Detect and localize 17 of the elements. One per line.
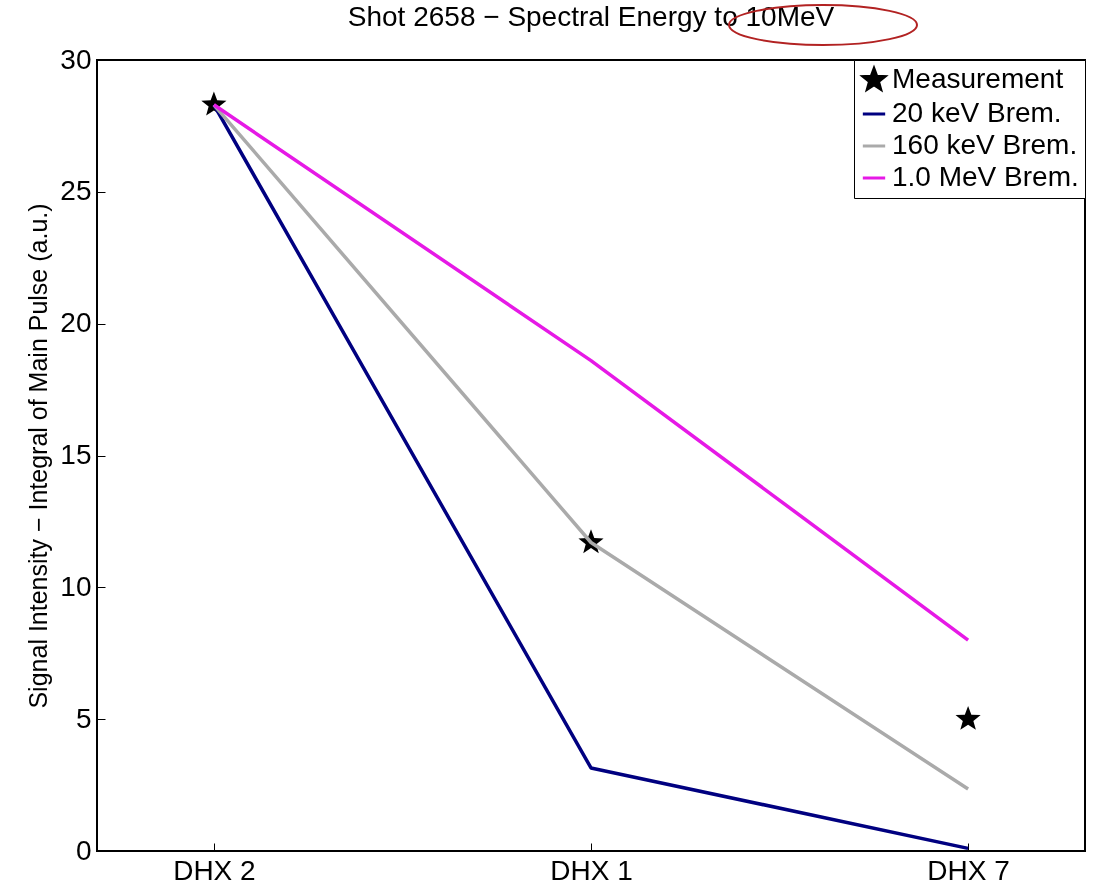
x-tick-label: DHX 2 (173, 854, 256, 886)
x-tick-label: DHX 7 (927, 854, 1010, 886)
y-tick-label: 5 (75, 702, 92, 734)
y-tick-label: 25 (60, 175, 92, 207)
y-tick-label: 0 (75, 834, 92, 866)
y-tick-label: 30 (60, 43, 92, 75)
point (955, 705, 981, 730)
y-axis-title: Signal Intensity − Integral of Main Pulse (a.u.) (24, 203, 53, 709)
chart-title: Shot 2658 − Spectral Energy to 10MeV (347, 1, 835, 32)
legend-label: 160 keV Brem. (892, 129, 1078, 160)
legend-label: 20 keV Brem. (892, 97, 1062, 128)
y-tick-label: 20 (60, 307, 92, 339)
legend-label: Measurement (892, 63, 1064, 94)
legend-label: 1.0 MeV Brem. (892, 161, 1079, 192)
y-tick-label: 10 (60, 570, 92, 602)
y-tick-label: 15 (60, 439, 92, 470)
x-tick-label: DHX 1 (550, 854, 633, 886)
